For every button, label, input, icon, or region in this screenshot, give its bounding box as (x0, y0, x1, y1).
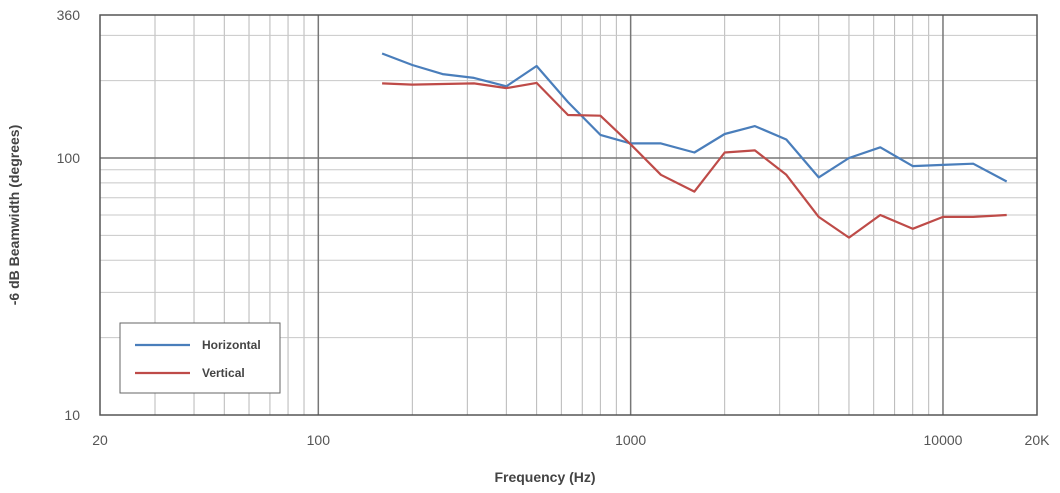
x-axis-title: Frequency (Hz) (494, 469, 595, 485)
y-axis-title: -6 dB Beamwidth (degrees) (6, 125, 22, 305)
major-gridlines (100, 15, 1037, 415)
x-tick-labels: 20 100 1000 10000 20K (92, 432, 1050, 448)
plot-frame (99, 14, 1038, 416)
x-tick-label: 1000 (615, 432, 646, 448)
y-tick-label: 360 (57, 7, 81, 23)
y-tick-labels: 10 100 360 (57, 7, 81, 423)
y-tick-label: 10 (64, 407, 80, 423)
x-tick-label: 10000 (924, 432, 963, 448)
legend-box (119, 322, 281, 394)
series-layer (381, 52, 1008, 239)
legend-label-horizontal: Horizontal (202, 338, 261, 352)
x-tick-label: 20 (92, 432, 108, 448)
legend: Horizontal Vertical (119, 322, 281, 394)
x-tick-label: 100 (307, 432, 331, 448)
series-line-vertical (382, 81, 1007, 239)
x-tick-label: 20K (1025, 432, 1051, 448)
legend-label-vertical: Vertical (202, 366, 245, 380)
minor-gridlines (100, 15, 1037, 415)
series-line-horizontal (381, 52, 1008, 183)
y-tick-label: 100 (57, 150, 81, 166)
